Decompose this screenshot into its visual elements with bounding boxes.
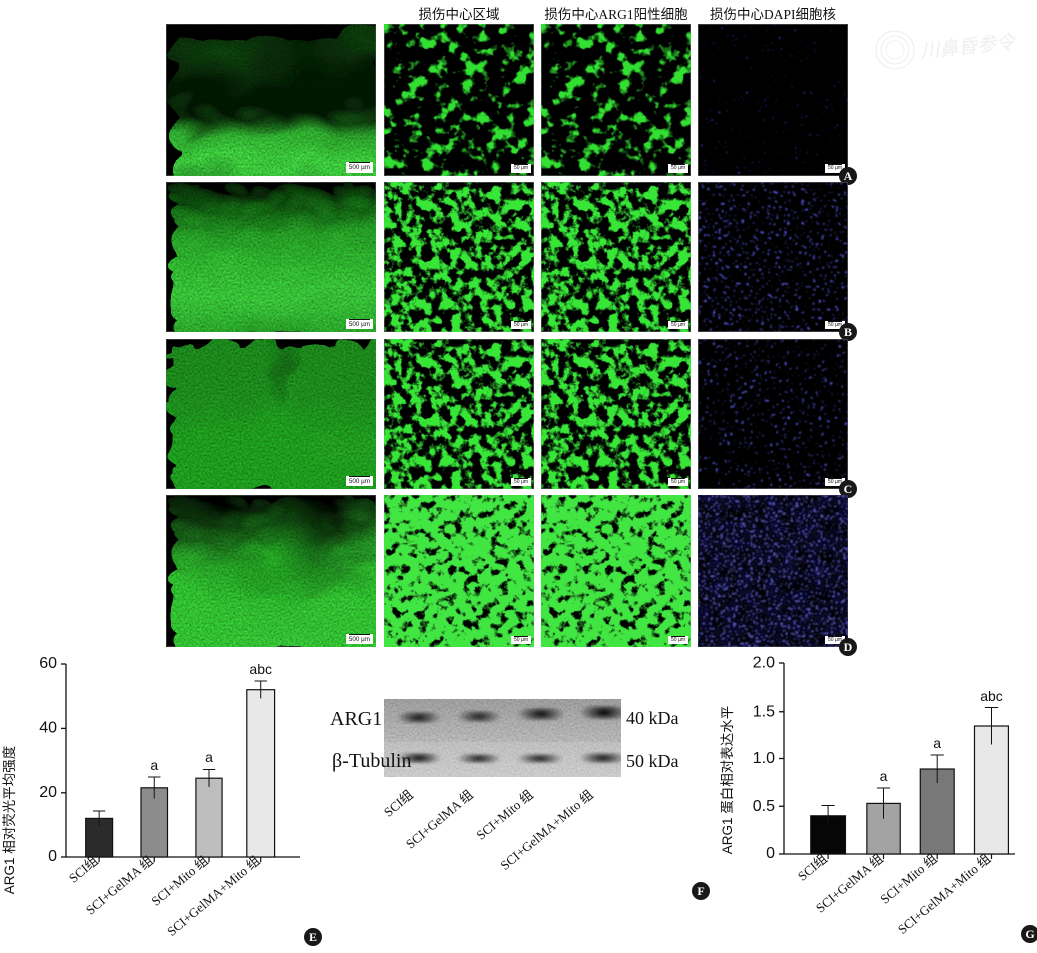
svg-text:SCI+Mito 组: SCI+Mito 组	[473, 787, 536, 843]
svg-text:2.0: 2.0	[753, 655, 775, 672]
svg-text:川鼻昏参令: 川鼻昏参令	[919, 31, 1018, 63]
svg-text:SCI+GelMA+Mito 组: SCI+GelMA+Mito 组	[497, 787, 596, 873]
svg-text:ARG1 蛋白相对表达水平: ARG1 蛋白相对表达水平	[720, 706, 735, 855]
svg-text:60: 60	[39, 655, 57, 672]
svg-text:0: 0	[48, 848, 57, 865]
svg-text:0: 0	[766, 845, 775, 862]
svg-text:a: a	[205, 749, 213, 765]
svg-text:a: a	[880, 768, 888, 784]
svg-text:40: 40	[39, 719, 57, 736]
svg-text:1.0: 1.0	[753, 750, 775, 767]
svg-text:a: a	[150, 757, 158, 773]
svg-text:1.5: 1.5	[753, 703, 775, 720]
svg-text:abc: abc	[249, 661, 272, 677]
svg-text:20: 20	[39, 784, 57, 801]
svg-text:ARG1 相对荧光平均强度: ARG1 相对荧光平均强度	[2, 746, 17, 895]
svg-text:SCI+GelMA 组: SCI+GelMA 组	[403, 787, 476, 852]
svg-text:SCI组: SCI组	[795, 851, 830, 884]
svg-text:SCI组: SCI组	[381, 787, 416, 820]
svg-text:SCI+GelMA+Mito 组: SCI+GelMA+Mito 组	[895, 851, 994, 937]
svg-text:0.5: 0.5	[753, 798, 775, 815]
svg-text:a: a	[933, 735, 941, 751]
svg-text:SCI+GelMA+Mito 组: SCI+GelMA+Mito 组	[164, 853, 263, 939]
svg-text:SCI组: SCI组	[66, 853, 101, 886]
svg-text:abc: abc	[980, 688, 1003, 704]
